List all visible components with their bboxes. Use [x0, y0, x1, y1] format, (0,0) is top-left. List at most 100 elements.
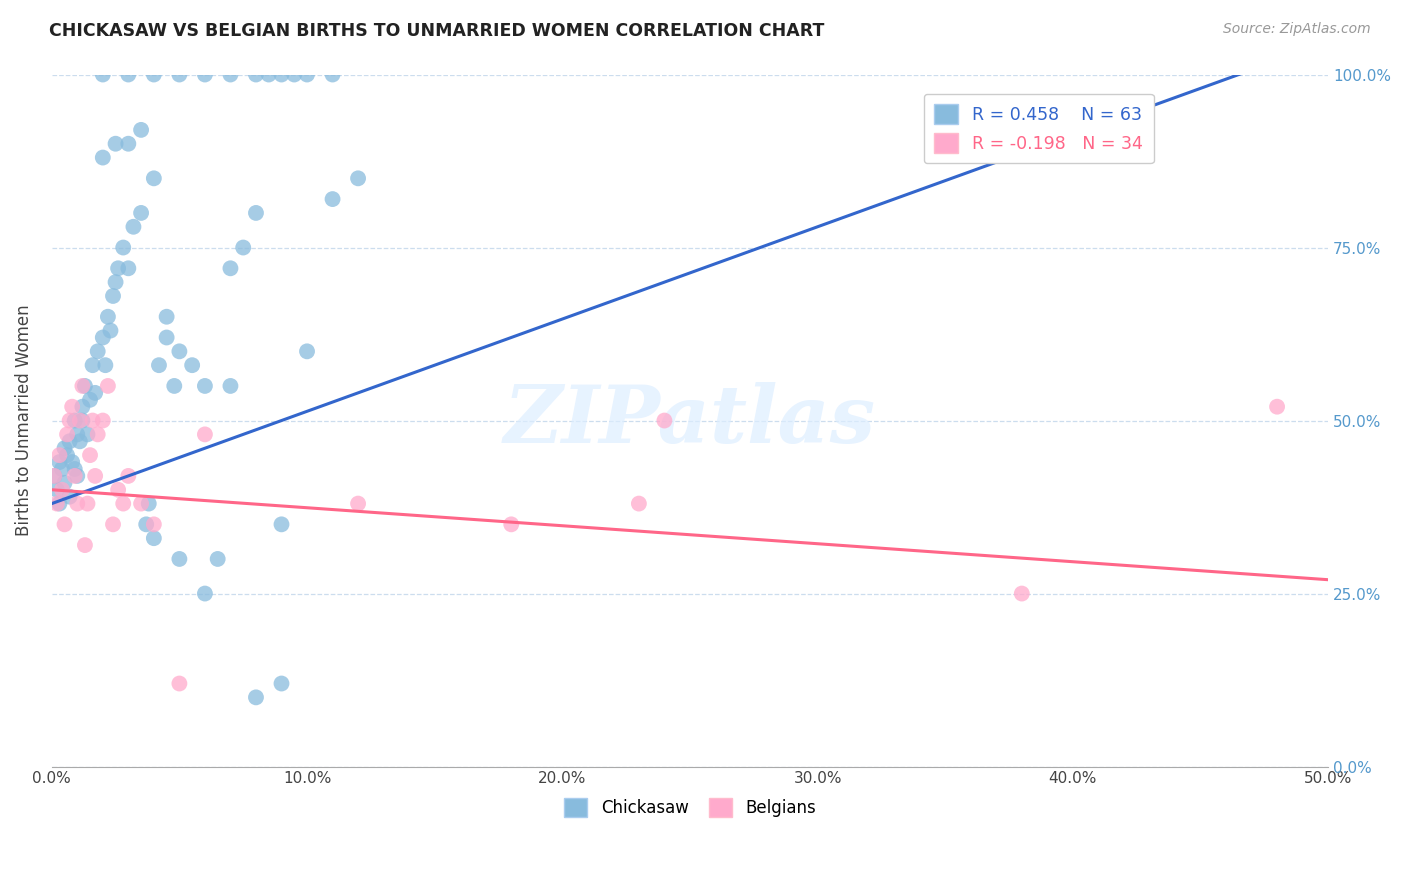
Point: [654, 413, 676, 427]
Point: [69, 413, 91, 427]
Point: [76, 427, 98, 442]
Point: [219, 261, 242, 276]
Point: [51, 483, 73, 497]
Point: [138, 497, 160, 511]
Point: [627, 497, 650, 511]
Point: [295, 344, 318, 359]
Point: [84, 469, 107, 483]
Point: [142, 531, 165, 545]
Point: [91, 330, 114, 344]
Point: [84, 385, 107, 400]
Point: [56, 427, 79, 442]
Point: [148, 358, 170, 372]
Point: [60, 455, 83, 469]
Point: [129, 123, 152, 137]
Point: [112, 241, 135, 255]
Point: [44, 469, 66, 483]
Point: [107, 483, 129, 497]
Text: CHICKASAW VS BELGIAN BIRTHS TO UNMARRIED WOMEN CORRELATION CHART: CHICKASAW VS BELGIAN BIRTHS TO UNMARRIED…: [49, 22, 824, 40]
Point: [73, 379, 96, 393]
Point: [73, 538, 96, 552]
Point: [63, 413, 86, 427]
Point: [219, 379, 242, 393]
Point: [86, 344, 108, 359]
Point: [347, 171, 370, 186]
Point: [169, 344, 191, 359]
Point: [169, 68, 191, 82]
Point: [101, 289, 124, 303]
Point: [207, 552, 229, 566]
Point: [51, 462, 73, 476]
Point: [48, 448, 70, 462]
Point: [72, 400, 94, 414]
Point: [194, 68, 217, 82]
Point: [219, 68, 242, 82]
Point: [112, 497, 135, 511]
Point: [194, 586, 217, 600]
Point: [270, 676, 292, 690]
Point: [1011, 586, 1033, 600]
Point: [129, 206, 152, 220]
Point: [129, 497, 152, 511]
Point: [107, 261, 129, 276]
Point: [104, 275, 127, 289]
Point: [79, 448, 101, 462]
Point: [59, 490, 82, 504]
Point: [63, 462, 86, 476]
Point: [53, 475, 76, 490]
Point: [56, 448, 79, 462]
Legend: Chickasaw, Belgians: Chickasaw, Belgians: [557, 791, 823, 824]
Point: [142, 171, 165, 186]
Point: [194, 379, 217, 393]
Point: [97, 310, 120, 324]
Point: [169, 676, 191, 690]
Point: [53, 517, 76, 532]
Point: [232, 241, 254, 255]
Point: [48, 497, 70, 511]
Point: [94, 358, 117, 372]
Point: [245, 690, 267, 705]
Point: [122, 219, 145, 234]
Point: [104, 136, 127, 151]
Point: [117, 136, 139, 151]
Point: [82, 413, 104, 427]
Point: [322, 192, 344, 206]
Point: [283, 68, 305, 82]
Point: [142, 517, 165, 532]
Point: [45, 497, 67, 511]
Point: [501, 517, 523, 532]
Point: [45, 483, 67, 497]
Point: [100, 324, 122, 338]
Point: [44, 469, 66, 483]
Point: [91, 413, 114, 427]
Point: [79, 392, 101, 407]
Point: [245, 206, 267, 220]
Point: [60, 400, 83, 414]
Point: [169, 552, 191, 566]
Point: [295, 68, 318, 82]
Point: [63, 469, 86, 483]
Point: [257, 68, 280, 82]
Point: [347, 497, 370, 511]
Y-axis label: Births to Unmarried Women: Births to Unmarried Women: [15, 305, 32, 536]
Point: [156, 310, 179, 324]
Point: [76, 497, 98, 511]
Point: [82, 358, 104, 372]
Text: Source: ZipAtlas.com: Source: ZipAtlas.com: [1223, 22, 1371, 37]
Point: [66, 427, 89, 442]
Text: ZIPatlas: ZIPatlas: [503, 382, 876, 459]
Point: [66, 469, 89, 483]
Point: [91, 68, 114, 82]
Point: [163, 379, 186, 393]
Point: [59, 434, 82, 449]
Point: [1265, 400, 1288, 414]
Point: [270, 68, 292, 82]
Point: [135, 517, 157, 532]
Point: [91, 151, 114, 165]
Point: [86, 427, 108, 442]
Point: [194, 427, 217, 442]
Point: [97, 379, 120, 393]
Point: [117, 469, 139, 483]
Point: [101, 517, 124, 532]
Point: [72, 379, 94, 393]
